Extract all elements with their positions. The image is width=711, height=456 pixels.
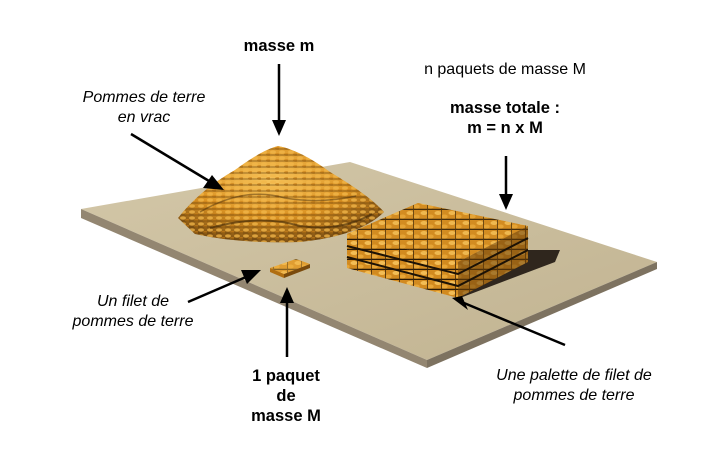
label-masse-totale: masse totale : m = n x M bbox=[420, 98, 590, 138]
board-side-edge bbox=[427, 262, 657, 368]
board-front-edge bbox=[81, 209, 427, 368]
arrow-filet bbox=[187, 270, 261, 304]
potato-heap bbox=[178, 146, 384, 243]
bag-palette bbox=[346, 203, 529, 298]
paquet-line3: masse M bbox=[251, 407, 321, 425]
label-palette: Une palette de filet de pommes de terre bbox=[462, 366, 686, 406]
masse-totale-formula: m = n x M bbox=[467, 119, 543, 137]
arrow-paquet bbox=[280, 287, 294, 357]
paquet-line1: 1 paquet bbox=[252, 367, 320, 385]
palette-line2: pommes de terre bbox=[513, 387, 635, 404]
arrows bbox=[130, 64, 566, 357]
filet-line1: Un filet de bbox=[96, 293, 170, 310]
vrac-line1: Pommes de terre bbox=[82, 89, 206, 106]
filet-line2: pommes de terre bbox=[72, 313, 194, 330]
label-n-paquets: n paquets de masse M bbox=[424, 61, 586, 78]
vrac-line2: en vrac bbox=[117, 109, 171, 126]
label-filet: Un filet de pommes de terre bbox=[52, 292, 214, 332]
label-masse-m: masse m bbox=[243, 37, 315, 55]
palette-line1: Une palette de filet de bbox=[496, 367, 652, 384]
paquet-line2: de bbox=[276, 387, 296, 405]
label-paquet: 1 paquet de masse M bbox=[230, 366, 342, 426]
palette-front bbox=[347, 234, 458, 298]
masse-totale-title: masse totale : bbox=[449, 99, 561, 117]
label-vrac: Pommes de terre en vrac bbox=[54, 88, 234, 128]
single-bag bbox=[270, 259, 310, 278]
arrow-masse-totale bbox=[499, 156, 513, 210]
arrow-vrac bbox=[130, 132, 224, 190]
arrow-masse-m bbox=[272, 64, 286, 136]
arrow-palette bbox=[452, 296, 566, 347]
